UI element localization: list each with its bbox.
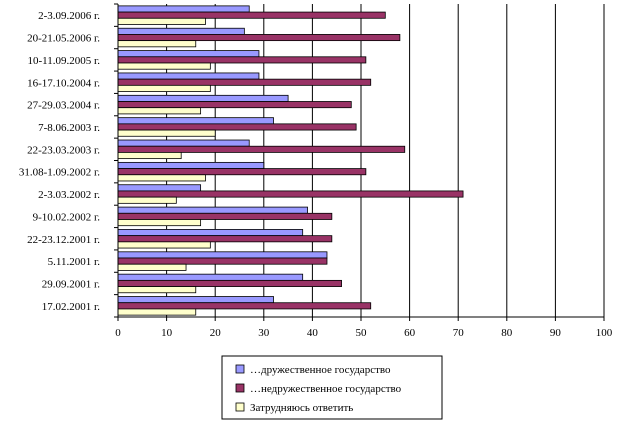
category-label: 9-10.02.2002 г. (33, 211, 101, 223)
bar-3-7 (117, 152, 182, 160)
bar-1-13 (117, 273, 304, 281)
bar-2-12 (117, 257, 328, 265)
bar-3-10 (117, 219, 202, 227)
bar-1-2 (117, 27, 245, 35)
x-tick-label: 70 (453, 327, 465, 339)
bar-2-3 (117, 56, 367, 64)
x-tick-label: 20 (210, 327, 222, 339)
legend-label-1: …дружественное государство (250, 364, 391, 376)
bar-2-5 (117, 101, 352, 109)
x-tick-label: 40 (307, 327, 319, 339)
legend-swatch-2 (235, 383, 245, 393)
bar-1-4 (117, 72, 260, 80)
category-label: 31.08-1.09.2002 г. (19, 167, 100, 179)
x-tick-label: 30 (258, 327, 270, 339)
legend-label-3: Затрудняюсь ответить (250, 402, 353, 414)
bars-group (117, 5, 464, 316)
legend-swatch-3 (235, 402, 245, 412)
bar-2-6 (117, 123, 357, 131)
category-labels: 2-3.09.2006 г. 20-21.05.2006 г. 10-11.09.2… (19, 10, 100, 313)
bar-3-4 (117, 84, 211, 92)
category-label: 22-23.03.2003 г. (27, 144, 100, 156)
x-tick-label: 100 (596, 327, 613, 339)
category-label: 16-17.10.2004 г. (27, 77, 100, 89)
category-label: 20-21.05.2006 г. (27, 33, 100, 45)
bar-3-11 (117, 241, 211, 249)
bar-2-13 (117, 279, 342, 287)
bar-2-9 (117, 190, 464, 198)
legend-swatch-1 (235, 364, 245, 374)
bar-3-8 (117, 174, 206, 182)
bar-3-12 (117, 263, 187, 271)
bar-3-6 (117, 129, 216, 137)
category-label: 2-3.03.2002 г. (38, 189, 100, 201)
bar-2-10 (117, 212, 333, 220)
bar-3-2 (117, 40, 197, 48)
bar-3-5 (117, 107, 202, 115)
category-label: 2-3.09.2006 г. (38, 10, 100, 22)
bar-2-11 (117, 235, 333, 243)
category-label: 29.09.2001 г. (42, 278, 101, 290)
bar-2-2 (117, 34, 401, 42)
category-label: 7-8.06.2003 г. (38, 122, 100, 134)
bar-1-9 (117, 184, 202, 192)
bar-1-5 (117, 94, 289, 102)
bar-1-14 (117, 296, 274, 304)
legend: …дружественное государство …недружественн… (221, 355, 443, 420)
axes-group (114, 3, 605, 321)
bar-2-14 (117, 302, 372, 310)
bar-1-11 (117, 229, 304, 237)
legend-box (221, 355, 443, 420)
bar-1-10 (117, 206, 308, 214)
x-tick-labels: 0 10 20 30 40 50 60 70 80 90 100 (115, 327, 613, 339)
bar-1-8 (117, 161, 265, 169)
category-label: 17.02.2001 г. (42, 301, 101, 313)
category-label: 22-23.12.2001 г. (27, 234, 100, 246)
bar-2-4 (117, 78, 372, 86)
bar-3-3 (117, 62, 211, 70)
bar-3-9 (117, 196, 177, 204)
bar-2-1 (117, 11, 386, 19)
bar-1-12 (117, 251, 328, 259)
x-tick-label: 60 (404, 327, 416, 339)
bar-3-13 (117, 286, 197, 294)
bar-3-14 (117, 308, 197, 316)
x-tick-label: 10 (161, 327, 173, 339)
category-label: 5.11.2001 г. (48, 256, 101, 268)
bar-2-8 (117, 168, 367, 176)
x-tick-label: 0 (115, 327, 121, 339)
bar-3-1 (117, 17, 206, 25)
legend-label-2: …недружественное государство (250, 383, 402, 395)
bar-1-3 (117, 50, 260, 58)
x-tick-label: 80 (501, 327, 513, 339)
category-label: 10-11.09.2005 г. (27, 55, 100, 67)
x-tick-label: 50 (356, 327, 368, 339)
bar-1-7 (117, 139, 250, 147)
bar-2-7 (117, 145, 406, 153)
bar-1-6 (117, 117, 274, 125)
x-tick-label: 90 (550, 327, 562, 339)
category-label: 27-29.03.2004 г. (27, 100, 100, 112)
bar-1-1 (117, 5, 250, 13)
